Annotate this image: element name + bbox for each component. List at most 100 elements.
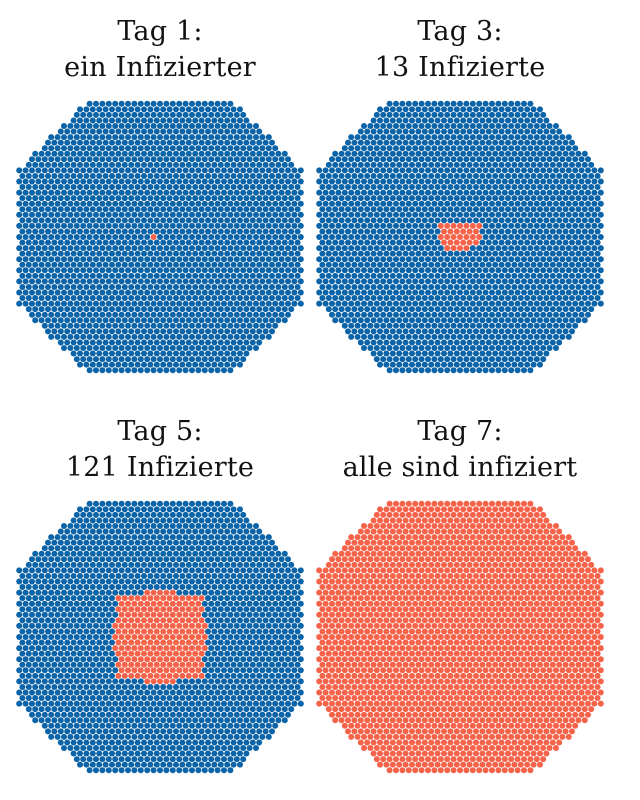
healthy-person-dot bbox=[514, 123, 521, 129]
healthy-person-dot bbox=[288, 172, 295, 179]
healthy-person-dot bbox=[221, 123, 227, 129]
healthy-person-dot bbox=[121, 339, 128, 346]
healthy-person-dot bbox=[479, 139, 486, 146]
healthy-person-dot bbox=[409, 350, 415, 357]
healthy-person-dot bbox=[131, 267, 138, 274]
healthy-person-dot bbox=[141, 317, 147, 324]
healthy-person-dot bbox=[61, 545, 67, 552]
healthy-person-dot bbox=[373, 345, 380, 351]
healthy-person-dot bbox=[118, 289, 125, 296]
infected-person-dot bbox=[453, 239, 460, 246]
healthy-person-dot bbox=[572, 189, 579, 196]
infected-person-dot bbox=[141, 650, 147, 657]
healthy-person-dot bbox=[166, 150, 173, 157]
infected-person-dot bbox=[144, 656, 151, 663]
healthy-person-dot bbox=[473, 317, 479, 324]
healthy-person-dot bbox=[533, 189, 540, 196]
healthy-person-dot bbox=[351, 250, 358, 257]
infected-person-dot bbox=[157, 656, 163, 663]
healthy-person-dot bbox=[227, 523, 234, 529]
infected-person-dot bbox=[473, 228, 479, 235]
healthy-person-dot bbox=[549, 272, 556, 279]
healthy-person-dot bbox=[495, 100, 502, 107]
healthy-person-dot bbox=[128, 528, 135, 535]
healthy-person-dot bbox=[479, 217, 486, 224]
healthy-person-dot bbox=[285, 567, 291, 574]
healthy-person-dot bbox=[482, 311, 489, 318]
healthy-person-dot bbox=[102, 117, 109, 124]
healthy-person-dot bbox=[198, 539, 205, 546]
healthy-person-dot bbox=[61, 589, 67, 596]
healthy-person-dot bbox=[319, 184, 326, 191]
healthy-person-dot bbox=[208, 189, 215, 196]
healthy-person-dot bbox=[530, 217, 537, 224]
healthy-person-dot bbox=[537, 228, 543, 235]
infected-person-dot bbox=[166, 606, 173, 613]
healthy-person-dot bbox=[205, 328, 211, 335]
healthy-person-dot bbox=[351, 184, 358, 191]
healthy-person-dot bbox=[581, 195, 588, 202]
healthy-person-dot bbox=[166, 117, 173, 124]
healthy-person-dot bbox=[412, 267, 419, 274]
healthy-person-dot bbox=[89, 572, 96, 579]
infected-person-dot bbox=[195, 645, 202, 652]
healthy-person-dot bbox=[498, 339, 505, 346]
healthy-person-dot bbox=[16, 167, 23, 174]
healthy-person-dot bbox=[147, 295, 154, 302]
healthy-person-dot bbox=[524, 150, 531, 157]
healthy-person-dot bbox=[501, 345, 508, 351]
healthy-person-dot bbox=[389, 128, 396, 135]
healthy-person-dot bbox=[322, 178, 329, 185]
healthy-person-dot bbox=[291, 267, 298, 274]
healthy-person-dot bbox=[189, 556, 195, 563]
healthy-person-dot bbox=[109, 317, 115, 324]
healthy-person-dot bbox=[185, 306, 192, 313]
healthy-person-dot bbox=[201, 256, 208, 263]
healthy-person-dot bbox=[93, 622, 99, 629]
healthy-person-dot bbox=[594, 184, 601, 191]
healthy-person-dot bbox=[214, 645, 221, 652]
healthy-person-dot bbox=[77, 317, 83, 324]
healthy-person-dot bbox=[457, 167, 463, 174]
healthy-person-dot bbox=[192, 350, 199, 357]
healthy-person-dot bbox=[495, 200, 502, 207]
healthy-person-dot bbox=[508, 345, 515, 351]
healthy-person-dot bbox=[524, 228, 531, 235]
healthy-person-dot bbox=[77, 261, 83, 268]
healthy-person-dot bbox=[409, 328, 415, 335]
healthy-person-dot bbox=[562, 195, 569, 202]
healthy-person-dot bbox=[508, 200, 515, 207]
infected-person-dot bbox=[447, 228, 454, 235]
healthy-person-dot bbox=[147, 283, 154, 290]
healthy-person-dot bbox=[160, 128, 167, 135]
healthy-person-dot bbox=[527, 245, 534, 252]
healthy-person-dot bbox=[389, 206, 396, 213]
healthy-person-dot bbox=[357, 172, 364, 179]
healthy-person-dot bbox=[473, 172, 479, 179]
healthy-person-dot bbox=[399, 278, 406, 285]
healthy-person-dot bbox=[527, 211, 534, 218]
healthy-person-dot bbox=[402, 106, 409, 113]
healthy-person-dot bbox=[221, 500, 227, 507]
healthy-person-dot bbox=[565, 300, 572, 307]
healthy-person-dot bbox=[527, 145, 534, 152]
healthy-person-dot bbox=[131, 156, 138, 163]
healthy-person-dot bbox=[147, 506, 154, 513]
healthy-person-dot bbox=[393, 333, 399, 340]
healthy-person-dot bbox=[182, 111, 189, 118]
healthy-person-dot bbox=[57, 195, 64, 202]
healthy-person-dot bbox=[109, 517, 115, 524]
healthy-person-dot bbox=[131, 222, 138, 229]
healthy-person-dot bbox=[521, 300, 527, 307]
healthy-person-dot bbox=[508, 300, 515, 307]
healthy-person-dot bbox=[489, 134, 495, 141]
healthy-person-dot bbox=[272, 156, 279, 163]
healthy-person-dot bbox=[195, 189, 202, 196]
healthy-person-dot bbox=[434, 339, 441, 346]
healthy-person-dot bbox=[166, 283, 173, 290]
healthy-person-dot bbox=[195, 267, 202, 274]
healthy-person-dot bbox=[160, 306, 167, 313]
healthy-person-dot bbox=[38, 228, 45, 235]
healthy-person-dot bbox=[319, 261, 326, 268]
healthy-person-dot bbox=[418, 367, 425, 374]
